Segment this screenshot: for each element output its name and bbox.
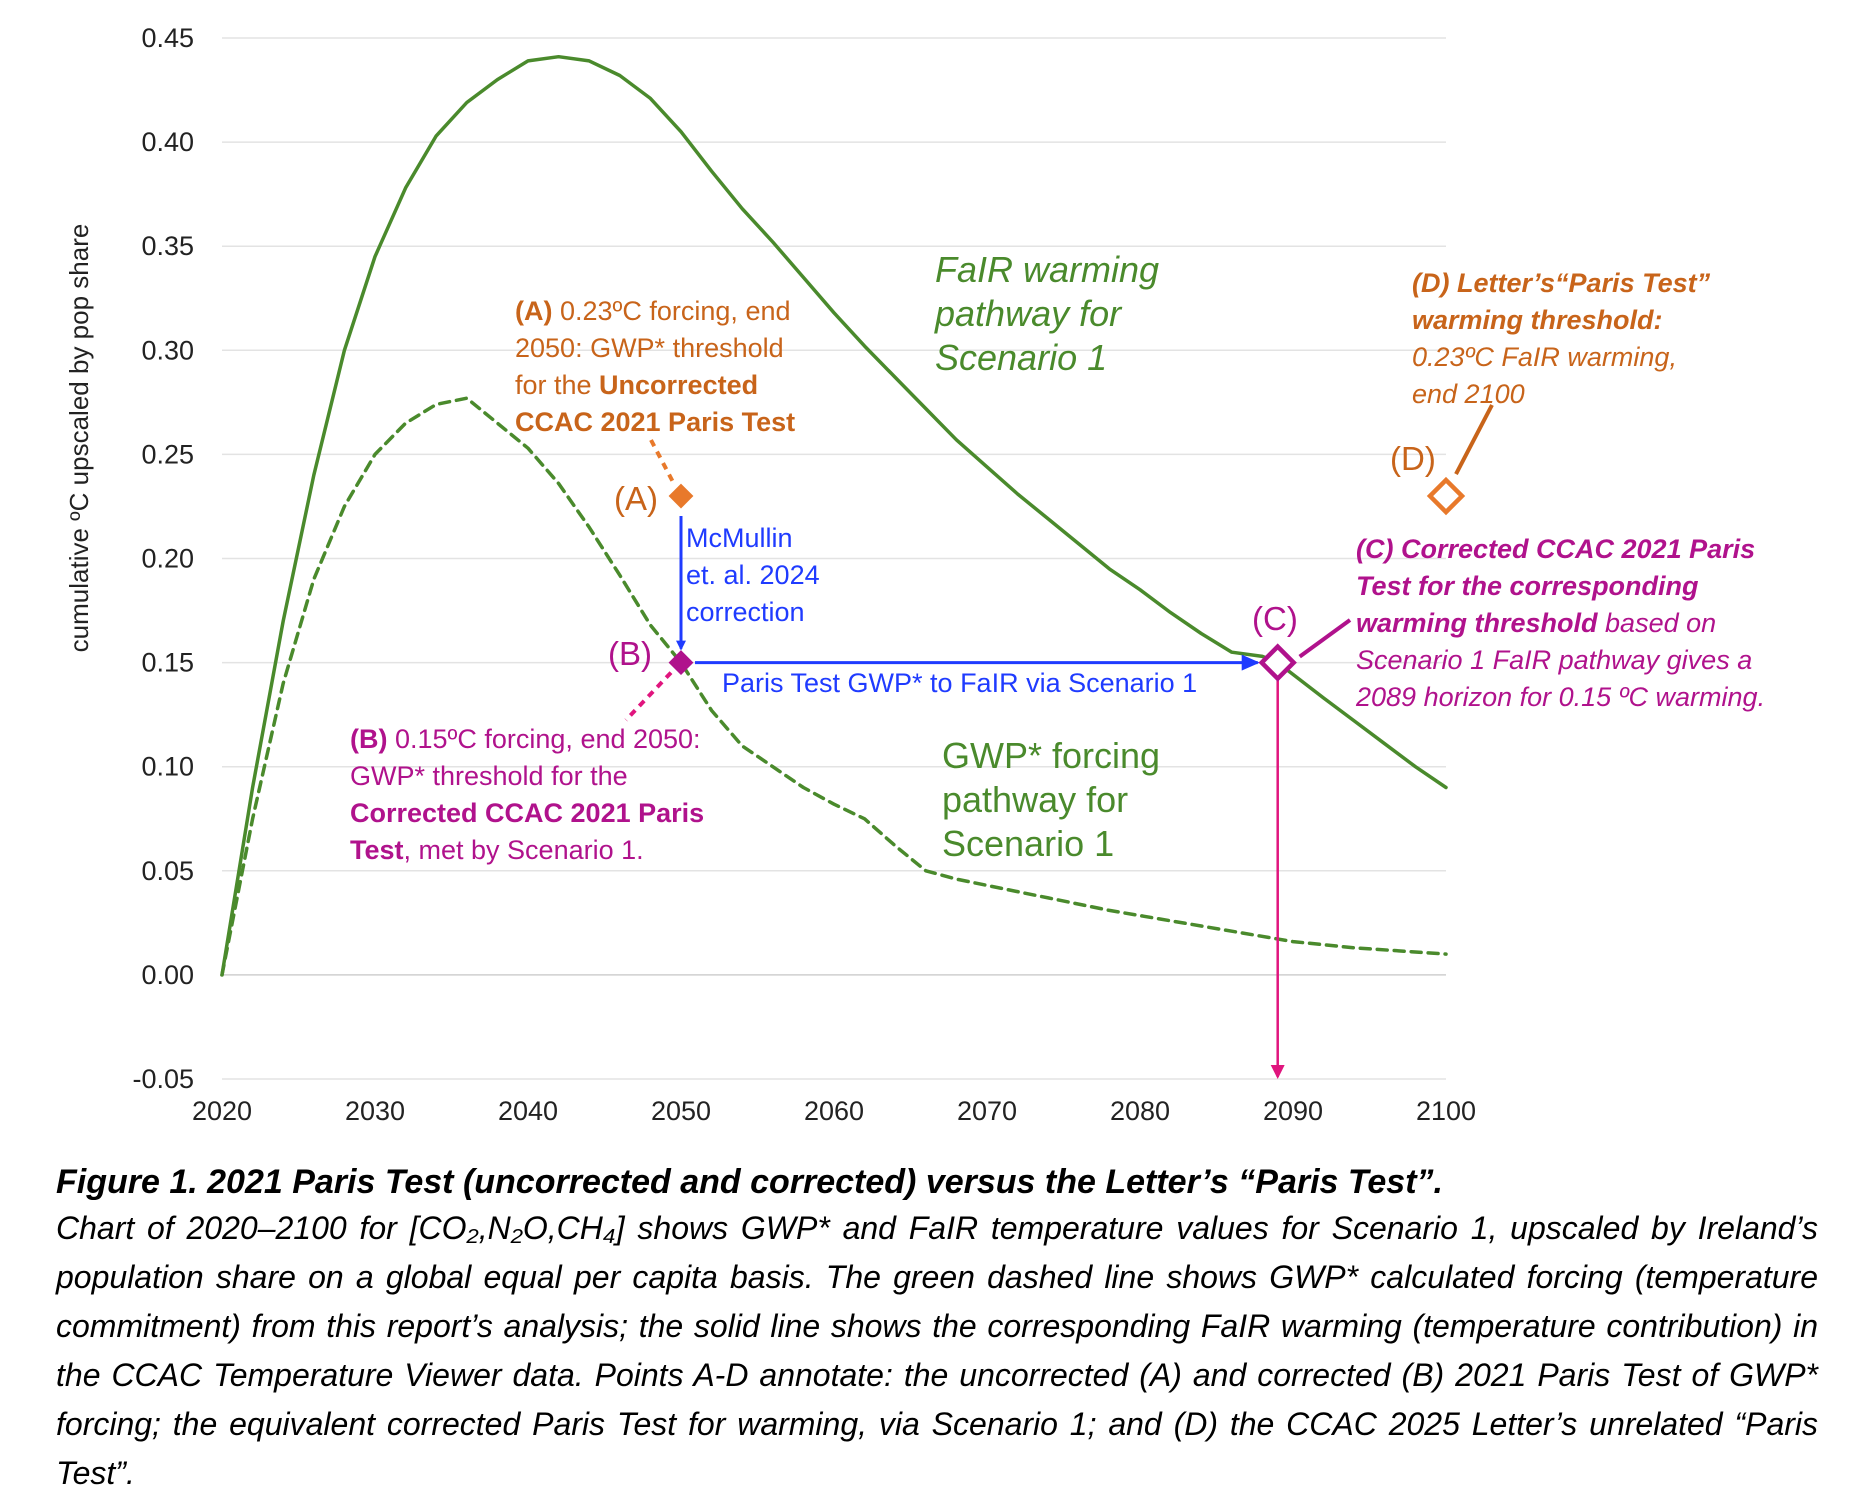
svg-text:Scenario 1 FaIR pathway gives: Scenario 1 FaIR pathway gives a	[1356, 645, 1752, 675]
svg-text:pathway for: pathway for	[934, 293, 1123, 334]
figure-caption: Figure 1. 2021 Paris Test (uncorrected a…	[56, 1160, 1818, 1498]
svg-text:Corrected CCAC 2021 Paris: Corrected CCAC 2021 Paris	[350, 798, 704, 828]
svg-text:et. al. 2024: et. al. 2024	[686, 560, 820, 590]
y-axis-ticks: 0.45 0.40 0.35 0.30 0.25 0.20 0.15 0.10 0.05 0.00…	[132, 23, 194, 1094]
point-marker-b	[668, 650, 694, 676]
fair-series-label: FaIR warming pathway for Scenario 1	[934, 249, 1159, 378]
gwp-series-line	[220, 396, 1448, 977]
annotation-d-leader	[1454, 404, 1494, 475]
y-tick-label: -0.05	[132, 1064, 194, 1094]
point-label-b: (B)	[608, 635, 652, 672]
annotation-a-leader	[649, 439, 675, 483]
svg-text:GWP* forcing: GWP* forcing	[942, 735, 1160, 776]
svg-text:Scenario 1: Scenario 1	[935, 337, 1107, 378]
svg-text:Scenario 1: Scenario 1	[942, 823, 1114, 864]
y-axis-label: cumulative ºC upscaled by pop share	[64, 224, 94, 653]
series-layer	[220, 54, 1448, 977]
x-tick-label: 2100	[1416, 1096, 1476, 1126]
x-tick-label: 2040	[498, 1096, 558, 1126]
point-markers	[668, 476, 1466, 682]
annotation-b: (B) 0.15ºC forcing, end 2050: GWP* thres…	[350, 724, 704, 865]
y-tick-label: 0.10	[141, 752, 194, 782]
x-tick-label: 2050	[651, 1096, 711, 1126]
point-label-d: (D)	[1390, 440, 1436, 477]
svg-text:McMullin: McMullin	[686, 523, 793, 553]
annotation-d: (D) Letter’s“Paris Test” warming thresho…	[1412, 268, 1711, 409]
x-tick-label: 2060	[804, 1096, 864, 1126]
annotation-b-leader	[624, 671, 673, 722]
caption-title: Figure 1. 2021 Paris Test (uncorrected a…	[56, 1163, 1443, 1201]
svg-text:0.23ºC FaIR warming,: 0.23ºC FaIR warming,	[1412, 342, 1677, 372]
y-tick-label: 0.25	[141, 439, 194, 469]
svg-text:(D) Letter’s“Paris Test”: (D) Letter’s“Paris Test”	[1412, 268, 1711, 298]
y-tick-label: 0.20	[141, 544, 194, 574]
point-label-c: (C)	[1252, 600, 1298, 637]
svg-text:FaIR warming: FaIR warming	[935, 249, 1159, 290]
svg-text:GWP* threshold for the: GWP* threshold for the	[350, 761, 628, 791]
gwp-series-label: GWP* forcing pathway for Scenario 1	[942, 735, 1160, 864]
svg-text:(A) 0.23ºC forcing, end: (A) 0.23ºC forcing, end	[515, 296, 791, 326]
svg-text:2089 horizon for 0.15 ºC warmi: 2089 horizon for 0.15 ºC warming.	[1355, 682, 1765, 712]
svg-text:for the Uncorrected: for the Uncorrected	[515, 370, 758, 400]
annotation-c: (C) Corrected CCAC 2021 Paris Test for t…	[1355, 534, 1765, 712]
svg-text:warming threshold based on: warming threshold based on	[1356, 608, 1716, 638]
svg-text:correction: correction	[686, 597, 805, 627]
fair-series-line	[220, 54, 1448, 977]
svg-text:pathway for: pathway for	[942, 779, 1128, 820]
x-tick-label: 2030	[345, 1096, 405, 1126]
arrow-layer	[624, 404, 1494, 1079]
correction-annotation: McMullin et. al. 2024 correction	[686, 523, 820, 627]
point-marker-d	[1426, 476, 1466, 516]
x-axis-ticks: 2020 2030 2040 2050 2060 2070 2080 2090 2100	[192, 1096, 1476, 1126]
x-tick-label: 2070	[957, 1096, 1017, 1126]
point-marker-a	[668, 483, 694, 509]
y-tick-label: 0.40	[141, 127, 194, 157]
point-label-a: (A)	[614, 480, 658, 517]
y-tick-label: 0.15	[141, 648, 194, 678]
svg-text:CCAC 2021 Paris Test: CCAC 2021 Paris Test	[515, 407, 795, 437]
y-tick-label: 0.05	[141, 856, 194, 886]
svg-text:Test for the corresponding: Test for the corresponding	[1356, 571, 1699, 601]
annotation-c-leader	[1298, 618, 1352, 659]
y-tick-label: 0.30	[141, 335, 194, 365]
x-tick-label: 2020	[192, 1096, 252, 1126]
svg-text:Test, met by Scenario 1.: Test, met by Scenario 1.	[350, 835, 644, 865]
chart: 0.45 0.40 0.35 0.30 0.25 0.20 0.15 0.10 0.05 0.00…	[64, 23, 1765, 1126]
x-tick-label: 2080	[1110, 1096, 1170, 1126]
point-marker-c	[1258, 643, 1297, 682]
svg-text:(B) 0.15ºC forcing, end 2050:: (B) 0.15ºC forcing, end 2050:	[350, 724, 701, 754]
x-tick-label: 2090	[1263, 1096, 1323, 1126]
paris-test-arrow-label: Paris Test GWP* to FaIR via Scenario 1	[722, 668, 1197, 698]
y-tick-label: 0.45	[141, 23, 194, 53]
gridlines	[222, 37, 1446, 1080]
svg-text:(C) Corrected CCAC 2021 Paris: (C) Corrected CCAC 2021 Paris	[1356, 534, 1755, 564]
caption-body: Chart of 2020–2100 for [CO₂,N₂O,CH₄] sho…	[56, 1210, 1818, 1491]
svg-text:2050: GWP* threshold: 2050: GWP* threshold	[515, 333, 784, 363]
svg-text:warming threshold:: warming threshold:	[1412, 305, 1663, 335]
annotation-a: (A) 0.23ºC forcing, end 2050: GWP* thres…	[515, 296, 795, 437]
svg-text:end 2100: end 2100	[1412, 379, 1525, 409]
y-tick-label: 0.35	[141, 231, 194, 261]
y-tick-label: 0.00	[141, 960, 194, 990]
